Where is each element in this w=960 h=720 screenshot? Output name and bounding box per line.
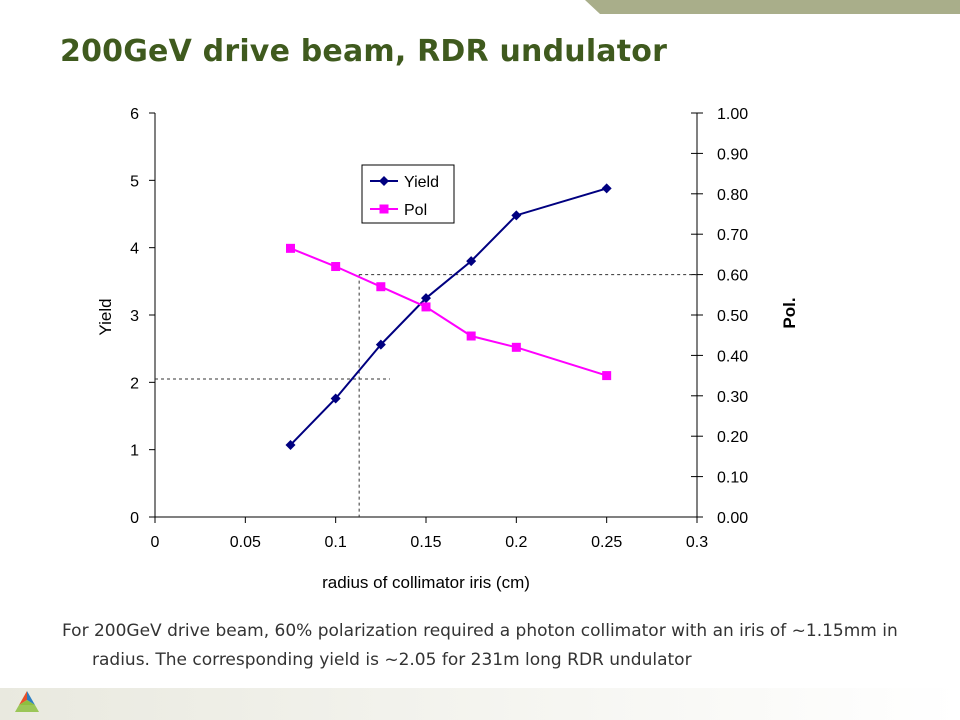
y2-tick-label: 0.90 xyxy=(717,146,748,163)
legend-pol-marker xyxy=(379,204,389,214)
y2-tick-label: 0.50 xyxy=(717,308,748,325)
y2-tick-label: 1.00 xyxy=(717,106,748,123)
chart-axes: 0 0.05 0.1 0.15 0.2 0.25 0.301234560.000.100.2… xyxy=(130,106,748,551)
pol-point xyxy=(466,331,476,341)
pol-point xyxy=(511,342,521,352)
y2-tick-label: 0.80 xyxy=(717,187,748,204)
pol-point xyxy=(421,302,431,312)
y2-tick-label: 0.10 xyxy=(717,470,748,487)
slide-title: 200GeV drive beam, RDR undulator xyxy=(60,34,668,69)
pol-point xyxy=(331,262,341,272)
y2-tick-label: 0.70 xyxy=(717,227,748,244)
y-tick-label: 6 xyxy=(130,106,139,123)
pol-point xyxy=(286,243,295,253)
yield-point xyxy=(330,393,341,404)
legend-yield-marker xyxy=(379,176,389,186)
yield-series-line xyxy=(289,187,607,446)
chart-legend: Yield Pol xyxy=(361,164,455,224)
y2-axis-label: Pol. xyxy=(780,297,799,328)
y2-tick-label: 0.40 xyxy=(717,348,748,365)
y2-tick-label: 0.20 xyxy=(717,429,748,446)
legend-yield-label: Yield xyxy=(404,174,439,191)
x-tick-label: 0.2 xyxy=(505,534,527,551)
y-tick-label: 2 xyxy=(130,375,139,392)
x-tick-label: 0.05 xyxy=(230,534,261,551)
tri-color-triangle-logo-icon xyxy=(15,691,39,712)
x-tick-label: 0.25 xyxy=(591,534,622,551)
yield-point xyxy=(421,293,431,304)
y2-tick-label: 0.00 xyxy=(717,510,748,527)
y-tick-label: 3 xyxy=(130,308,139,325)
yield-point xyxy=(285,439,296,450)
y-axis-label: Yield xyxy=(96,298,115,335)
legend-pol-label: Pol xyxy=(404,202,427,219)
y-tick-label: 0 xyxy=(130,510,139,527)
pol-point xyxy=(376,282,386,292)
chart: 0 0.05 0.1 0.15 0.2 0.25 0.301234560.000.100.2… xyxy=(96,106,799,592)
bottom-decorative-band xyxy=(0,688,960,720)
yield-point xyxy=(375,339,386,350)
y2-tick-label: 0.60 xyxy=(717,268,748,285)
x-tick-label: 0 xyxy=(151,534,160,551)
yield-point xyxy=(466,256,477,267)
chart-reference-lines xyxy=(155,274,697,517)
x-tick-label: 0.3 xyxy=(686,534,708,551)
pol-point xyxy=(602,371,612,381)
y-tick-label: 4 xyxy=(130,241,139,258)
slide-caption: For 200GeV drive beam, 60% polarization … xyxy=(62,621,898,670)
y2-tick-label: 0.30 xyxy=(717,389,748,406)
legend-box xyxy=(361,164,455,224)
yield-point xyxy=(511,210,522,221)
yield-point xyxy=(601,183,612,194)
y-tick-label: 5 xyxy=(130,173,139,190)
x-tick-label: 0.15 xyxy=(410,534,441,551)
chart-series xyxy=(285,183,612,450)
top-decorative-band xyxy=(585,0,960,14)
x-axis-label: radius of collimator iris (cm) xyxy=(322,573,530,592)
x-tick-label: 0.1 xyxy=(325,534,347,551)
y-tick-label: 1 xyxy=(130,443,139,460)
